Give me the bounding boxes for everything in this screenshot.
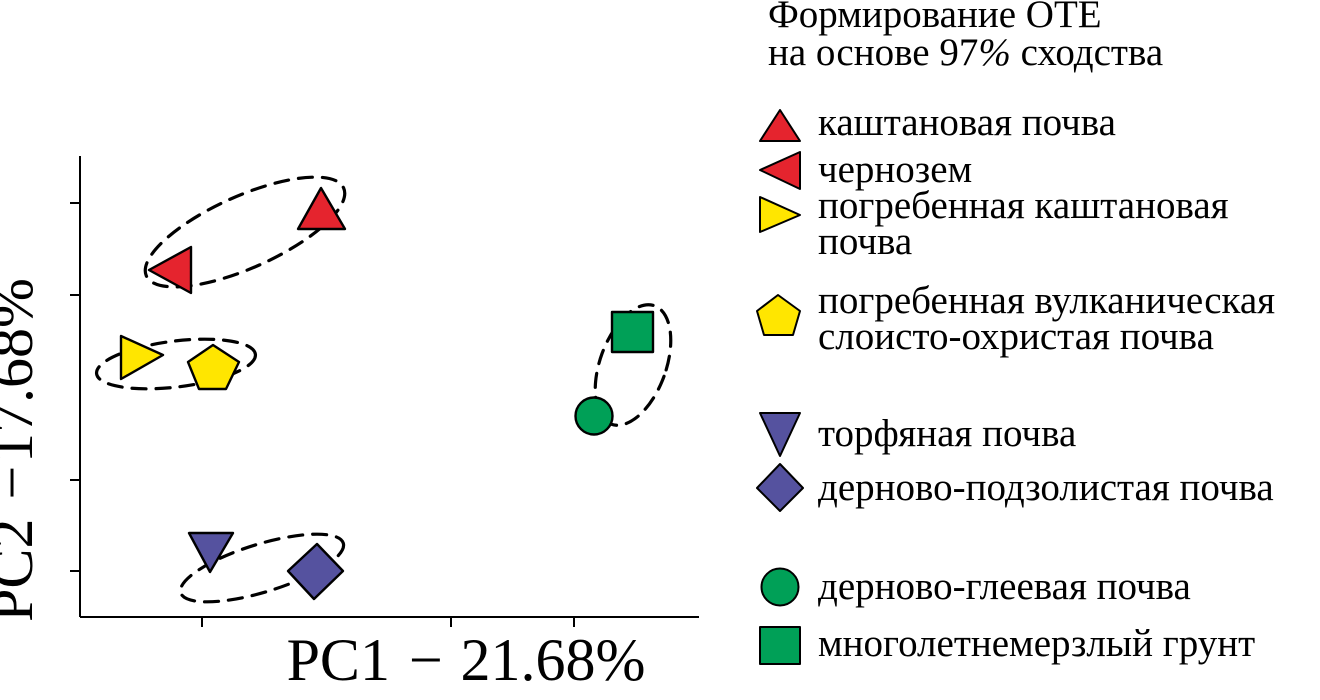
svg-text:PC1 − 21.68%: PC1 − 21.68% [287, 627, 646, 693]
svg-text:дерново-подзолистая почва: дерново-подзолистая почва [818, 466, 1274, 509]
svg-text:дерново-глеевая почва: дерново-глеевая почва [818, 565, 1191, 608]
svg-text:слоисто-охристая почва: слоисто-охристая почва [818, 315, 1214, 358]
svg-text:PC2 −17.68%: PC2 −17.68% [0, 278, 45, 622]
svg-text:почва: почва [818, 220, 912, 263]
svg-text:каштановая почва: каштановая почва [818, 101, 1116, 144]
svg-text:многолетнемерзлый грунт: многолетнемерзлый грунт [818, 622, 1255, 665]
svg-text:торфяная почва: торфяная почва [818, 412, 1076, 455]
svg-text:на основе 97% сходства: на основе 97% сходства [768, 31, 1163, 74]
